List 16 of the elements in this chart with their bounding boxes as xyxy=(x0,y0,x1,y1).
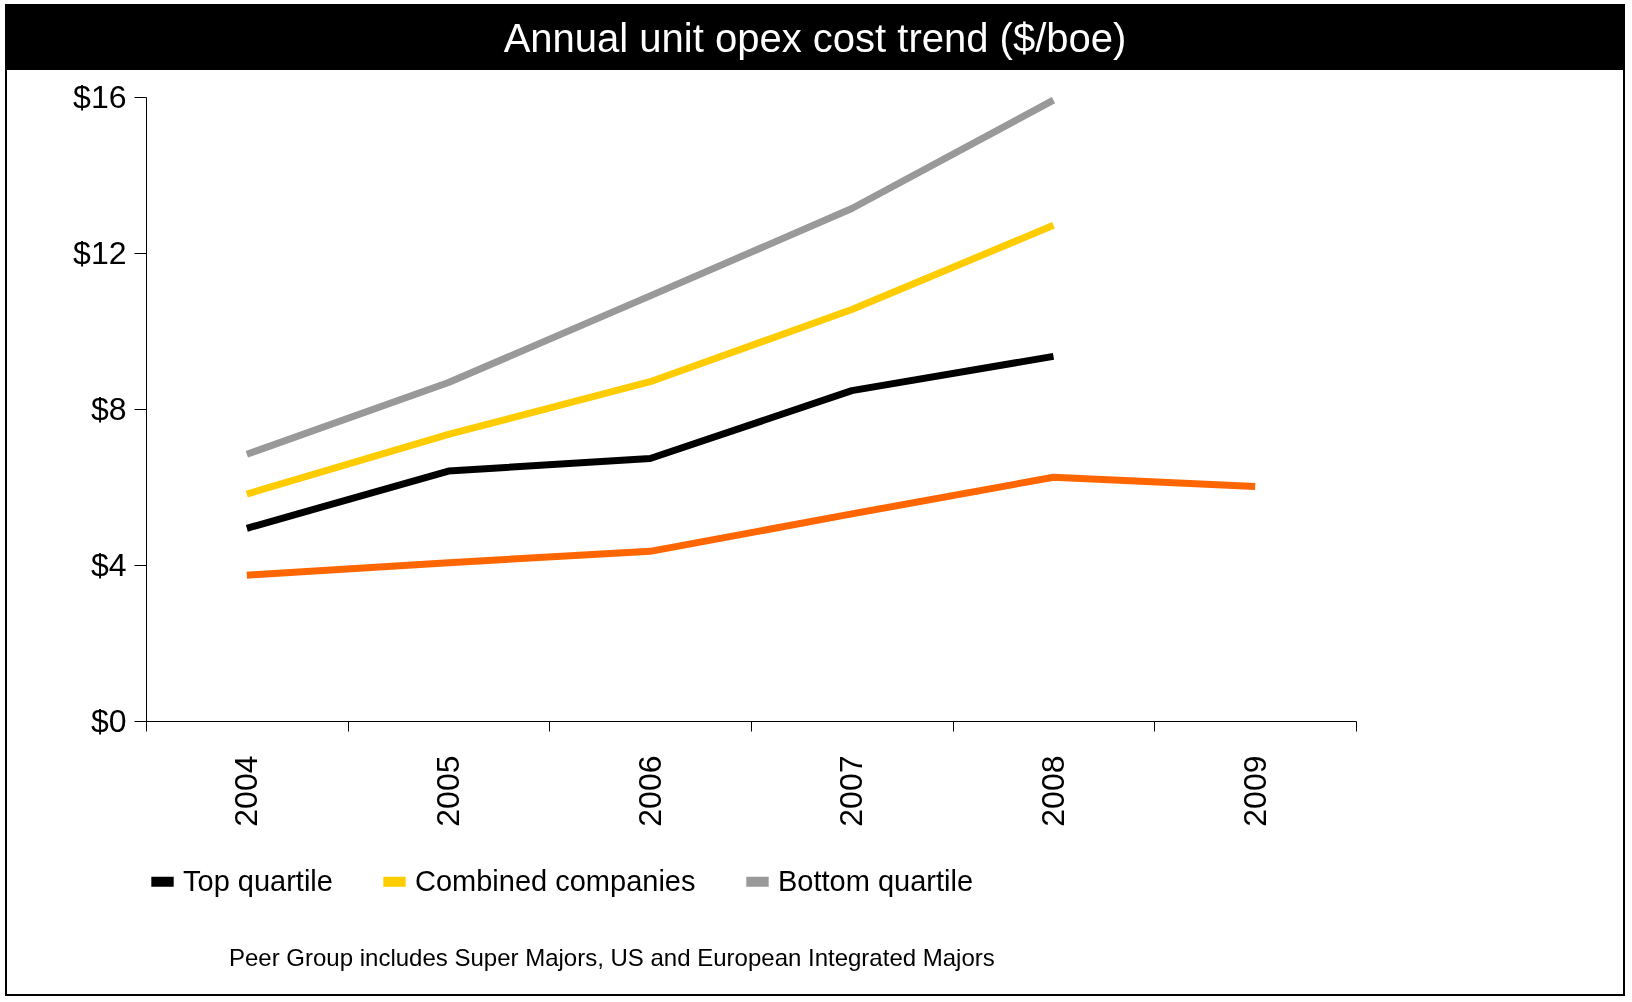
x-tick-label: 2008 xyxy=(1035,755,1071,827)
y-tick-label: $16 xyxy=(73,78,127,115)
y-tick-label: $0 xyxy=(90,702,127,739)
x-tick-label: 2004 xyxy=(228,755,265,827)
y-tick-label: $12 xyxy=(73,234,127,271)
x-tick-label: 2007 xyxy=(833,755,870,827)
text: Peer Group includes Super Majors, US and European Integrated Majors xyxy=(229,943,995,973)
legend-label: Top quartile xyxy=(183,864,333,897)
x-tick-label: 2006 xyxy=(631,755,668,827)
y-tick-label: $8 xyxy=(90,390,127,427)
x-tick-label: 2005 xyxy=(430,755,466,827)
x-tick-label: 2009 xyxy=(1236,755,1273,827)
chart-title: Annual unit opex cost trend ($/boe) xyxy=(7,6,1623,70)
y-tick-label: $4 xyxy=(90,546,127,583)
legend-label: Combined companies xyxy=(415,864,696,897)
legend-label: Bottom quartile xyxy=(778,864,974,897)
